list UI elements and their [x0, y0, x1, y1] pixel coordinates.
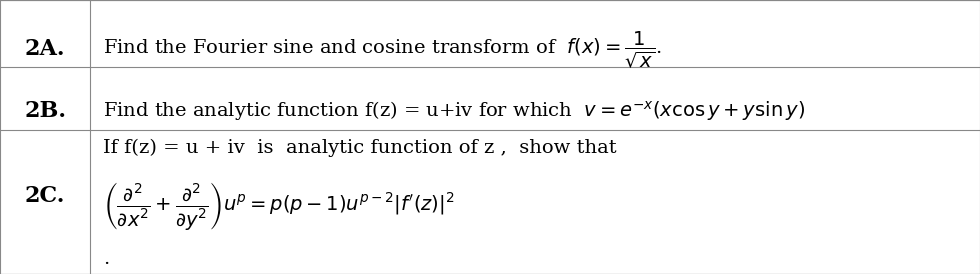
- Text: 2C.: 2C.: [24, 185, 66, 207]
- Text: .: .: [103, 250, 109, 268]
- Text: If f(z) = u + iv  is  analytic function of z ,  show that: If f(z) = u + iv is analytic function of…: [103, 139, 616, 157]
- Text: $\left(\dfrac{\partial^2}{\partial x^2}+\dfrac{\partial^2}{\partial y^2}\right)u: $\left(\dfrac{\partial^2}{\partial x^2}+…: [103, 179, 455, 232]
- Text: 2A.: 2A.: [24, 38, 66, 60]
- Text: 2B.: 2B.: [24, 100, 66, 122]
- Text: Find the analytic function f(z) = u+iv for which  $v= e^{-x}(x\cos y+ y\sin y)$: Find the analytic function f(z) = u+iv f…: [103, 99, 805, 123]
- Text: Find the Fourier sine and cosine transform of  $f(x)=\dfrac{1}{\sqrt{x}}$.: Find the Fourier sine and cosine transfo…: [103, 29, 662, 70]
